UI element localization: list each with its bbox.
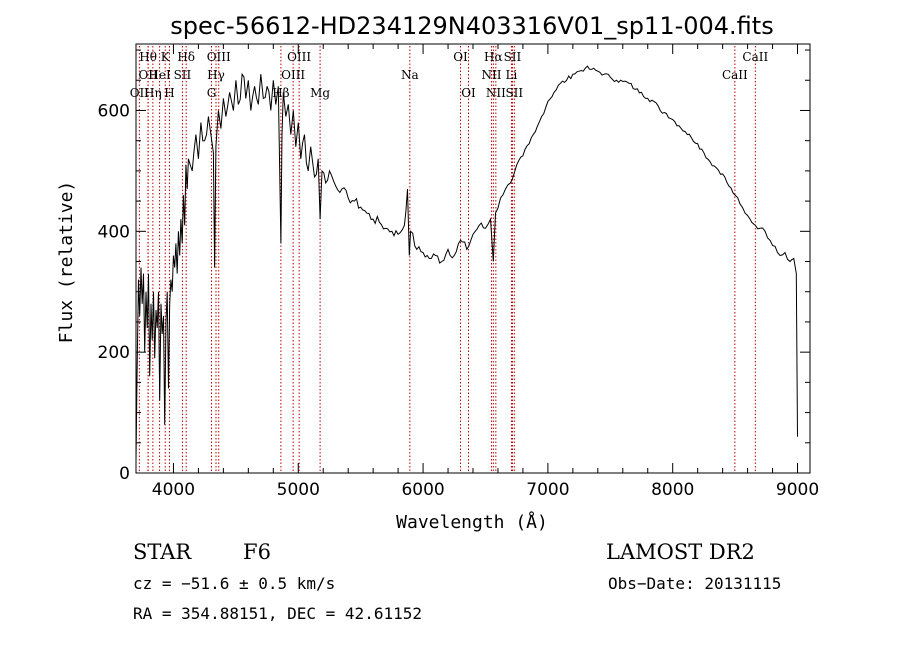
emission-line-label: NII xyxy=(486,86,506,100)
emission-line-label: OI xyxy=(461,86,476,100)
emission-line-label: OIII xyxy=(281,68,305,82)
emission-line-label: Hη xyxy=(144,86,162,100)
x-tick-label: 5000 xyxy=(277,480,320,500)
emission-line-label: G xyxy=(207,86,217,100)
x-tick-label: 7000 xyxy=(526,480,569,500)
x-axis-ticks: 4000 5000 6000 7000 8000 9000 xyxy=(152,44,819,500)
emission-line-label: OIII xyxy=(287,50,311,64)
emission-line-label: HeI xyxy=(148,68,171,82)
emission-line-label: Li xyxy=(506,68,518,82)
y-tick-label: 0 xyxy=(119,464,130,484)
object-class: STAR xyxy=(133,540,192,564)
emission-line-label: CaII xyxy=(742,50,768,64)
survey-name: LAMOST DR2 xyxy=(606,540,755,564)
spectrum-chart: spec-56612-HD234129N403316V01_sp11-004.f… xyxy=(56,12,819,533)
chart-title: spec-56612-HD234129N403316V01_sp11-004.f… xyxy=(170,12,773,40)
emission-line-label: SII xyxy=(504,50,522,64)
plot-frame xyxy=(135,43,811,474)
x-tick-label: 8000 xyxy=(651,480,694,500)
emission-line-labels: OIIHθOIIHeIKHHηSIIHδGHγOIIIHβOIIIOIIIMgN… xyxy=(130,50,769,100)
y-axis-label: Flux (relative) xyxy=(56,181,77,344)
y-tick-label: 400 xyxy=(98,222,130,242)
x-tick-label: 4000 xyxy=(152,480,195,500)
emission-line-label: OII xyxy=(130,86,150,100)
emission-line-label: K xyxy=(161,50,171,64)
x-tick-label: 6000 xyxy=(401,480,444,500)
emission-line-label: Hδ xyxy=(177,50,195,64)
y-tick-label: 600 xyxy=(98,101,130,121)
emission-line-label: Na xyxy=(401,68,419,82)
emission-line-label: Hγ xyxy=(207,68,225,82)
subclass: F6 xyxy=(243,540,271,564)
emission-line-label: Hθ xyxy=(139,50,157,64)
x-tick-label: 9000 xyxy=(776,480,819,500)
emission-line-label: OIII xyxy=(207,50,231,64)
y-tick-label: 200 xyxy=(98,343,130,363)
emission-line-label: Mg xyxy=(310,86,330,100)
coordinates: RA = 354.88151, DEC = 42.61152 xyxy=(133,604,422,623)
obs-date: Obs−Date: 20131115 xyxy=(608,574,782,593)
emission-line-label: OI xyxy=(453,50,468,64)
spectrum-line xyxy=(135,65,798,461)
emission-line-label: H xyxy=(164,86,174,100)
emission-line-label: NII xyxy=(481,68,501,82)
emission-line-label: CaII xyxy=(722,68,748,82)
emission-line-markers xyxy=(138,46,756,473)
redshift-cz: cz = −51.6 ± 0.5 km/s xyxy=(133,574,336,593)
x-axis-label: Wavelength (Å) xyxy=(396,511,548,533)
emission-line-label: OII xyxy=(138,68,158,82)
emission-line-label: SII xyxy=(174,68,192,82)
y-axis-ticks: 0 200 400 600 xyxy=(98,49,810,484)
emission-line-label: Hα xyxy=(484,50,503,64)
emission-line-label: SII xyxy=(505,86,523,100)
